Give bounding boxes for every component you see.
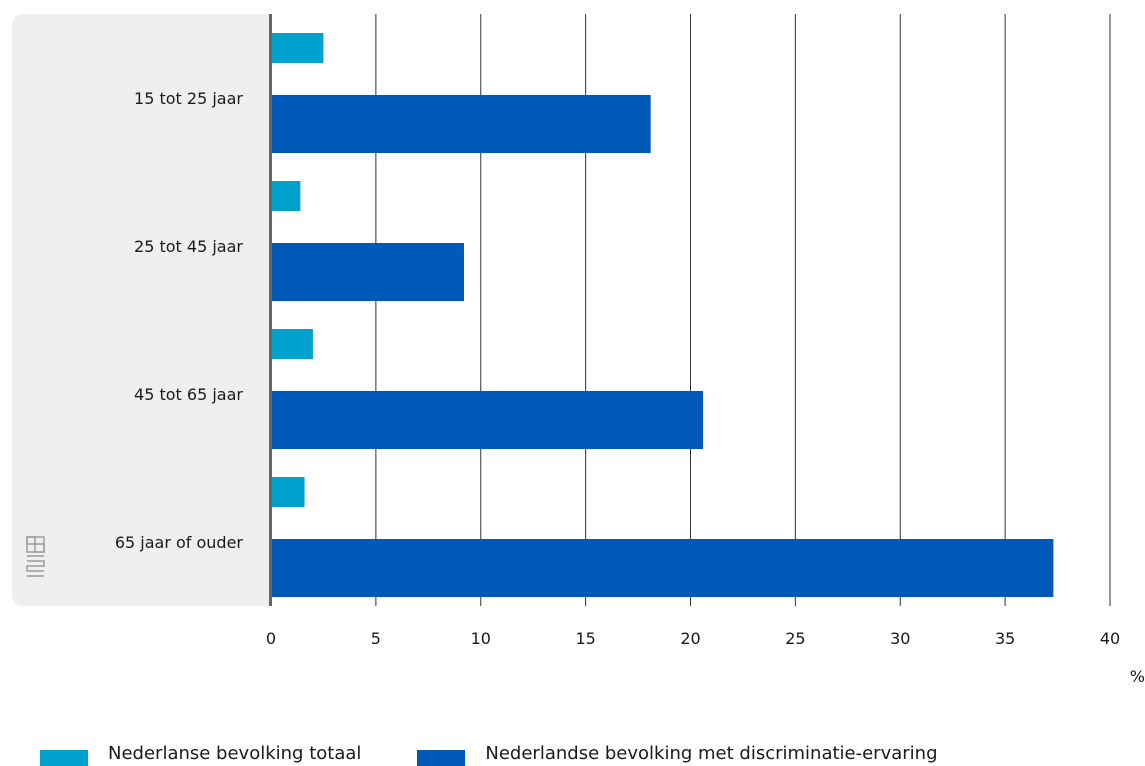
legend-swatch-discriminatie — [417, 750, 466, 766]
legend: Nederlanse bevolking totaal Nederlandse … — [40, 742, 994, 766]
label-panel-right-edge — [255, 14, 271, 606]
legend-item-totaal: Nederlanse bevolking totaal — [40, 742, 361, 766]
cbs-logo-icon — [26, 536, 45, 577]
category-label: 65 jaar of ouder — [115, 533, 244, 552]
category-labels: 15 tot 25 jaar 25 tot 45 jaar 45 tot 65 ja… — [115, 89, 244, 552]
bar-discriminatie-0 — [271, 95, 651, 153]
category-label: 25 tot 45 jaar — [134, 237, 243, 256]
legend-item-discriminatie: Nederlandse bevolking met discriminatie-… — [417, 742, 938, 766]
category-label: 15 tot 25 jaar — [134, 89, 243, 108]
bar-discriminatie-1 — [271, 243, 464, 301]
legend-label-discriminatie: Nederlandse bevolking met discriminatie-… — [485, 743, 938, 764]
x-tick-label: 25 — [785, 629, 805, 648]
bar-discriminatie-3 — [271, 539, 1054, 597]
grid-lines — [375, 14, 1111, 606]
x-axis-unit: % — [1130, 667, 1145, 686]
x-tick-label: 35 — [995, 629, 1015, 648]
x-tick-label: 20 — [680, 629, 700, 648]
bars — [271, 33, 1054, 597]
bar-discriminatie-2 — [271, 391, 704, 449]
x-tick-label: 30 — [890, 629, 910, 648]
x-tick-label: 10 — [471, 629, 491, 648]
legend-swatch-totaal — [40, 750, 88, 766]
legend-label-totaal: Nederlanse bevolking totaal — [108, 743, 362, 764]
label-panel — [12, 14, 271, 606]
bar-totaal-1 — [271, 181, 301, 211]
x-tick-label: 0 — [266, 629, 276, 648]
bar-totaal-2 — [271, 329, 313, 359]
category-label: 45 tot 65 jaar — [134, 385, 243, 404]
x-tick-label: 5 — [371, 629, 381, 648]
x-axis-tick-labels: 0 5 10 15 20 25 30 35 40 — [266, 629, 1120, 648]
bar-totaal-3 — [271, 477, 305, 507]
x-tick-label: 15 — [575, 629, 595, 648]
bar-totaal-0 — [271, 33, 324, 63]
x-tick-label: 40 — [1100, 629, 1120, 648]
